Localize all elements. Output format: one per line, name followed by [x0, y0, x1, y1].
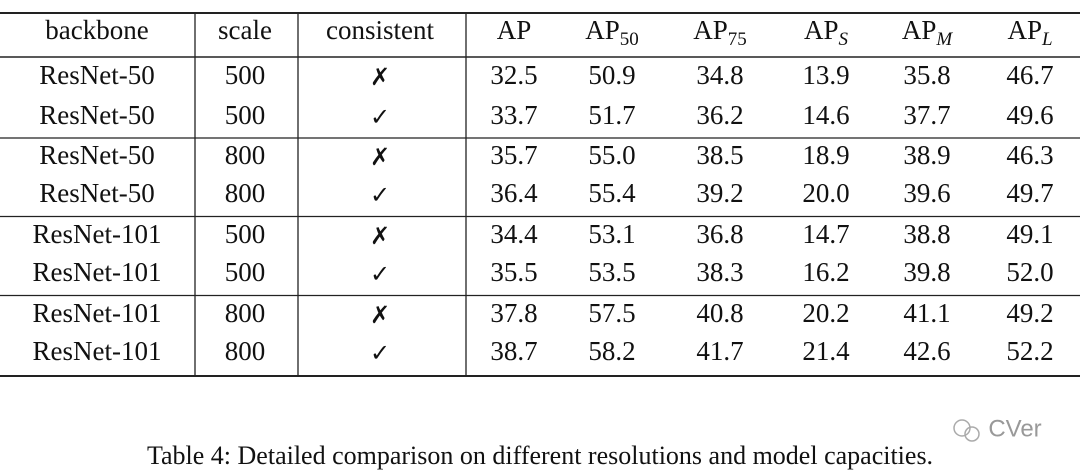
cell: ResNet-50 [39, 100, 154, 130]
header-subscript: 50 [620, 29, 639, 50]
cell: 52.2 [1006, 336, 1053, 366]
header-cell: backbone [45, 15, 148, 45]
cell: 37.8 [490, 298, 537, 328]
watermark-text: CVer [988, 415, 1041, 442]
cell: ResNet-101 [33, 219, 162, 249]
cell: 800 [225, 336, 266, 366]
cell: 50.9 [588, 60, 635, 90]
cell: ResNet-101 [33, 336, 162, 366]
watermark: CVer [953, 415, 1042, 442]
check-cell: ✓ [370, 339, 390, 367]
cell: 55.4 [588, 178, 636, 208]
header-cell: scale [218, 15, 272, 45]
cell: 16.2 [802, 257, 849, 287]
cell: 38.9 [903, 140, 950, 170]
header-cell: AP50 [585, 15, 639, 50]
check-cell: ✗ [370, 222, 390, 250]
cell: 500 [225, 100, 266, 130]
cell: 800 [225, 298, 266, 328]
cell: 800 [225, 178, 266, 208]
cell: ResNet-50 [39, 140, 154, 170]
cell: 39.2 [696, 178, 743, 208]
cell: 20.2 [802, 298, 849, 328]
cell: 32.5 [490, 60, 537, 90]
cell: 52.0 [1006, 257, 1053, 287]
cell: 13.9 [802, 60, 849, 90]
cell: 49.2 [1006, 298, 1053, 328]
cell: 34.4 [490, 219, 538, 249]
cell: 35.5 [490, 257, 537, 287]
cell: 500 [225, 257, 266, 287]
cell: 42.6 [903, 336, 950, 366]
cell: 500 [225, 219, 266, 249]
cell: 38.7 [490, 336, 537, 366]
cell: 37.7 [903, 100, 950, 130]
check-cell: ✗ [370, 143, 390, 171]
header-text: AP [1007, 15, 1042, 45]
cell: 49.1 [1006, 219, 1053, 249]
cell: 49.7 [1006, 178, 1053, 208]
cell: 57.5 [588, 298, 635, 328]
header-cell: consistent [326, 15, 434, 45]
cell: 35.8 [903, 60, 950, 90]
cell: 46.3 [1006, 140, 1053, 170]
cell: 39.8 [903, 257, 950, 287]
cell: 46.7 [1006, 60, 1053, 90]
cell: ResNet-50 [39, 178, 154, 208]
cell: 41.1 [903, 298, 950, 328]
cell: 14.6 [802, 100, 849, 130]
header-text: AP [693, 15, 728, 45]
cell: 33.7 [490, 100, 537, 130]
cell: 21.4 [802, 336, 850, 366]
cell: 49.6 [1006, 100, 1053, 130]
header-text: scale [218, 15, 272, 45]
cell: 36.8 [696, 219, 743, 249]
cell: 18.9 [802, 140, 849, 170]
header-cell: APM [902, 15, 954, 50]
header-text: consistent [326, 15, 434, 45]
cell: 35.7 [490, 140, 537, 170]
cell: 53.1 [588, 219, 635, 249]
header-subscript: L [1041, 29, 1053, 50]
cell: 38.8 [903, 219, 950, 249]
header-cell: AP75 [693, 15, 747, 50]
cell: 36.4 [490, 178, 538, 208]
cell: 20.0 [802, 178, 849, 208]
cell: 41.7 [696, 336, 743, 366]
cell: 40.8 [696, 298, 743, 328]
header-text: AP [585, 15, 620, 45]
cell: 34.8 [696, 60, 743, 90]
header-subscript: M [935, 29, 953, 50]
header-subscript: 75 [728, 29, 747, 50]
check-cell: ✓ [370, 103, 390, 131]
cell: ResNet-101 [33, 298, 162, 328]
cell: 51.7 [588, 100, 635, 130]
cell: 500 [225, 60, 266, 90]
header-text: AP [804, 15, 839, 45]
header-cell: APS [804, 15, 849, 50]
check-cell: ✗ [370, 301, 390, 329]
header-text: AP [902, 15, 937, 45]
cell: 36.2 [696, 100, 743, 130]
cell: 14.7 [802, 219, 849, 249]
cell: 53.5 [588, 257, 635, 287]
cell: 58.2 [588, 336, 635, 366]
cell: 38.5 [696, 140, 743, 170]
header-text: backbone [45, 15, 148, 45]
check-cell: ✓ [370, 260, 390, 288]
cell: 38.3 [696, 257, 743, 287]
check-cell: ✓ [370, 181, 390, 209]
cell: ResNet-101 [33, 257, 162, 287]
header-text: AP [497, 15, 532, 45]
cell: ResNet-50 [39, 60, 154, 90]
header-cell: AP [497, 15, 532, 45]
header-subscript: S [839, 29, 849, 50]
cell: 55.0 [588, 140, 635, 170]
header-cell: APL [1007, 15, 1052, 50]
cell: 39.6 [903, 178, 950, 208]
cell: 800 [225, 140, 266, 170]
caption: Table 4: Detailed comparison on differen… [147, 441, 933, 470]
check-cell: ✗ [370, 63, 390, 91]
